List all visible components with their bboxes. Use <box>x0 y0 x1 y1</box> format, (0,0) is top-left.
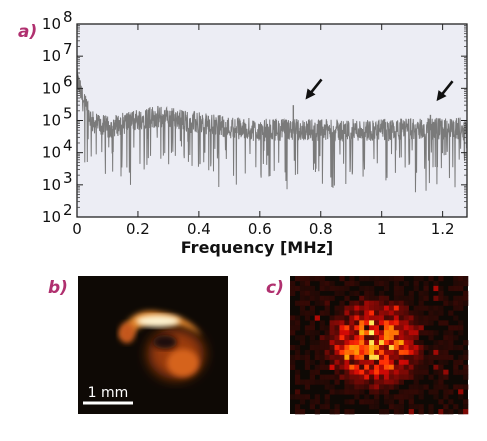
x-tick-label-4: 0.8 <box>309 220 333 238</box>
y-tick-exponent-5: 7 <box>63 40 73 58</box>
y-tick-label-1: 10 <box>42 176 61 194</box>
x-tick-label-6: 1.2 <box>431 220 455 238</box>
spectrum-trace <box>77 68 467 193</box>
x-axis: 0 0.2 0.4 0.6 0.8 1 1.2 <box>72 24 455 238</box>
y-tick-exponent-3: 5 <box>63 105 73 123</box>
y-tick-exponent-6: 8 <box>63 8 73 26</box>
annotation-layer <box>305 78 454 102</box>
spectrum-line <box>77 68 467 193</box>
y-tick-exponent-4: 6 <box>63 72 73 90</box>
x-axis-label: Frequency [MHz] <box>181 238 333 257</box>
blob-bright <box>136 315 180 327</box>
y-tick-label-5: 10 <box>42 47 61 65</box>
panel-c-label: c) <box>266 278 284 298</box>
y-tick-label-4: 10 <box>42 79 61 97</box>
annotation-arrow-2 <box>436 80 454 102</box>
y-tick-exponent-2: 4 <box>63 137 73 155</box>
image-c-heatmap <box>290 276 469 415</box>
x-tick-label-2: 0.4 <box>187 220 211 238</box>
y-tick-label-6: 10 <box>42 15 61 33</box>
scale-bar-label: 1 mm <box>88 385 129 401</box>
x-tick-label-3: 0.6 <box>248 220 272 238</box>
blob-lower-core <box>167 349 199 377</box>
x-tick-label-5: 1 <box>377 220 387 238</box>
panel-a-label: a) <box>18 22 37 42</box>
y-tick-label-3: 10 <box>42 112 61 130</box>
x-tick-label-1: 0.2 <box>126 220 150 238</box>
y-tick-exponent-0: 2 <box>63 201 73 219</box>
panel-b-label: b) <box>48 278 68 298</box>
x-tick-label-0: 0 <box>72 220 82 238</box>
blob-hole <box>153 335 177 349</box>
image-b-heatmap <box>119 311 204 379</box>
y-tick-exponent-1: 3 <box>63 169 73 187</box>
y-tick-label-2: 10 <box>42 144 61 162</box>
blob-left <box>119 323 135 343</box>
y-tick-label-0: 10 <box>42 208 61 226</box>
annotation-arrow-1 <box>305 78 323 100</box>
